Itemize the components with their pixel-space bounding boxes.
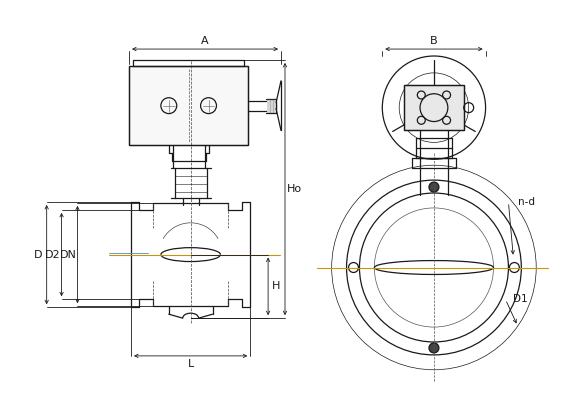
Text: D: D bbox=[33, 249, 42, 260]
Bar bbox=[404, 85, 464, 130]
Text: Ho: Ho bbox=[287, 184, 302, 194]
Text: DN: DN bbox=[60, 249, 77, 260]
Bar bbox=[129, 66, 248, 145]
Bar bbox=[129, 66, 248, 145]
Circle shape bbox=[429, 182, 439, 192]
Bar bbox=[404, 85, 464, 130]
Circle shape bbox=[429, 343, 439, 353]
Text: D1: D1 bbox=[513, 294, 528, 304]
Text: L: L bbox=[188, 359, 194, 369]
Text: n-d: n-d bbox=[518, 197, 535, 207]
Text: A: A bbox=[201, 36, 209, 46]
Text: B: B bbox=[430, 36, 438, 46]
Text: H: H bbox=[272, 282, 280, 291]
Text: D2: D2 bbox=[45, 249, 61, 260]
